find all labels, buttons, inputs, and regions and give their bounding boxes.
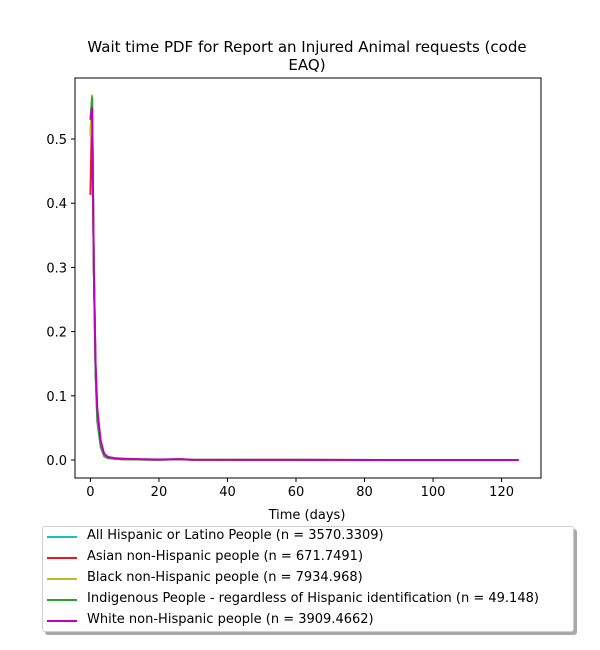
y-tick-label: 0.3 — [46, 261, 67, 276]
legend-swatch-white — [47, 620, 77, 622]
legend-swatch-asian — [47, 557, 77, 559]
x-tick-label: 100 — [421, 485, 446, 500]
series-line-2 — [89, 94, 519, 461]
ticks-layer: 0 20 40 60 80 100 120 0.0 0.1 0.2 0.3 0.4 0.5 — [46, 133, 514, 500]
legend-label-indigenous: Indigenous People - regardless of Hispan… — [87, 591, 539, 606]
series-line-0 — [89, 105, 519, 461]
legend-label-asian: Asian non-Hispanic people (n = 671.7491) — [87, 549, 364, 564]
x-tick-label: 20 — [151, 485, 168, 500]
chart-title-line2: EAQ) — [288, 56, 325, 74]
plot-frame — [74, 77, 542, 479]
y-tick-label: 0.4 — [46, 197, 67, 212]
series-line-3 — [89, 96, 519, 461]
legend-swatch-hispanic — [47, 536, 77, 538]
x-axis-label: Time (days) — [268, 508, 346, 523]
series-line-1 — [89, 107, 519, 461]
legend-label-white: White non-Hispanic people (n = 3909.4662… — [87, 612, 374, 627]
y-tick-label: 0.1 — [46, 390, 67, 405]
legend-entry-hispanic: All Hispanic or Latino People (n = 3570.… — [43, 527, 573, 548]
legend-entry-asian: Asian non-Hispanic people (n = 671.7491) — [43, 548, 573, 569]
legend-label-hispanic: All Hispanic or Latino People (n = 3570.… — [87, 528, 384, 543]
legend: All Hispanic or Latino People (n = 3570.… — [42, 526, 574, 632]
legend-entry-white: White non-Hispanic people (n = 3909.4662… — [43, 611, 573, 632]
legend-swatch-indigenous — [47, 599, 77, 601]
series-layer — [89, 94, 519, 461]
legend-entry-indigenous: Indigenous People - regardless of Hispan… — [43, 590, 573, 611]
x-tick-label: 120 — [489, 485, 514, 500]
y-tick-label: 0.5 — [46, 133, 67, 148]
legend-label-black: Black non-Hispanic people (n = 7934.968) — [87, 570, 363, 585]
x-tick-label: 40 — [219, 485, 236, 500]
x-tick-label: 0 — [86, 485, 94, 500]
series-line-4 — [89, 107, 519, 461]
legend-swatch-black — [47, 578, 77, 580]
x-tick-label: 80 — [356, 485, 373, 500]
y-tick-label: 0.2 — [46, 326, 67, 341]
legend-entry-black: Black non-Hispanic people (n = 7934.968) — [43, 569, 573, 590]
chart-title-line1: Wait time PDF for Report an Injured Anim… — [87, 38, 526, 56]
x-tick-label: 60 — [288, 485, 305, 500]
y-tick-label: 0.0 — [46, 454, 67, 469]
